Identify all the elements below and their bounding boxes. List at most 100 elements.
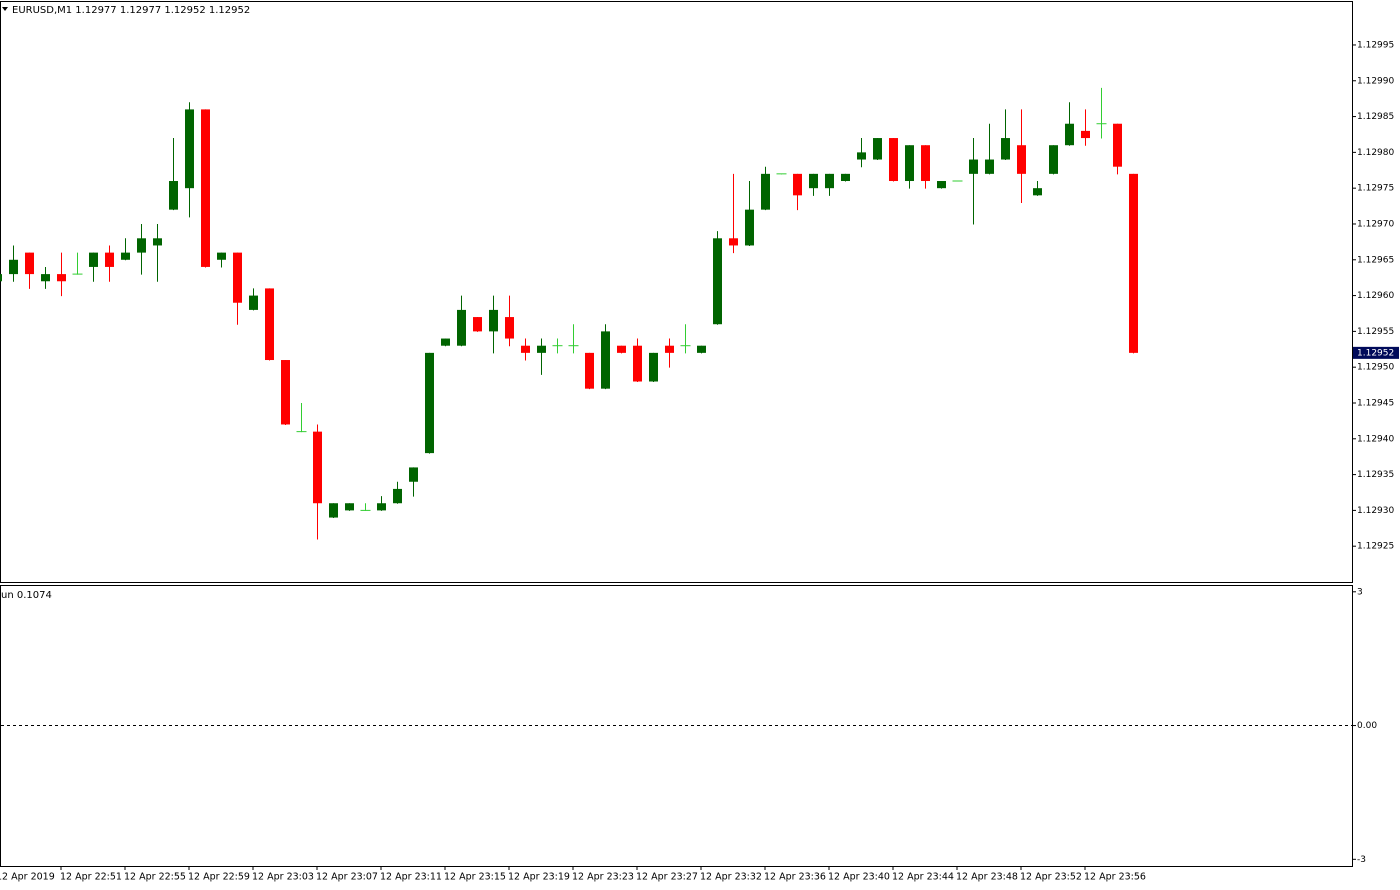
candle-body [761,173,770,210]
candle-body [329,503,338,518]
candle-body [57,274,66,282]
candle-body [729,238,738,246]
candle-body [265,288,274,361]
x-tick-label: 12 Apr 23:23 [572,872,634,883]
candle-body [1017,145,1026,174]
candle-body [1049,145,1058,174]
candle-body [713,238,722,325]
candle-body [441,338,450,346]
x-tick-label: 12 Apr 23:11 [380,872,442,883]
last-price-box [1353,346,1399,359]
x-tick-label: 12 Apr 22:51 [60,872,122,883]
x-tick-label: 12 Apr 23:56 [1084,872,1146,883]
x-tick-label: 12 Apr 22:55 [124,872,186,883]
x-tick-label: 12 Apr 23:32 [700,872,762,883]
y-tick-label: 1.12930 [1357,506,1394,516]
candle-body [537,345,546,353]
y-tick-label: 1.12985 [1357,112,1394,122]
candle-body [905,145,914,182]
candle-body [233,252,242,303]
candle-body [937,181,946,189]
candle-body [201,109,210,267]
candle-body [521,345,530,353]
x-tick-label: 12 Apr 23:52 [1020,872,1082,883]
x-tick-label: 12 Apr 22:59 [188,872,250,883]
x-tick-label: 12 Apr 23:03 [252,872,314,883]
candle-body [409,467,418,482]
candle-body [377,503,386,511]
candle-body [601,331,610,389]
y-tick-label: 1.12925 [1357,542,1394,552]
candle-body [185,109,194,189]
candle-body [585,352,594,389]
candle-body [169,181,178,210]
y-tick-label: 1.12940 [1357,434,1394,444]
candle-body [489,309,498,332]
candle-body [89,252,98,267]
x-tick-label: 12 Apr 23:40 [828,872,890,883]
candle-body [841,173,850,182]
candle-body [425,352,434,454]
x-tick-label: 12 Apr 23:48 [956,872,1018,883]
candle-body [313,431,322,504]
x-tick-label: 12 Apr 23:44 [892,872,954,883]
candle-body [969,159,978,174]
candle-body [457,309,466,346]
candle-body [121,252,130,260]
y-tick-label: 1.12965 [1357,255,1394,265]
candle-body [473,317,482,332]
candle-body [745,209,754,246]
candle-body [921,145,930,182]
y-tick-label: 1.12950 [1357,363,1394,373]
candle-body [217,252,226,260]
y-tick-label: 1.12995 [1357,40,1394,50]
x-tick-label: 12 Apr 23:15 [444,872,506,883]
candle-body [617,345,626,353]
candle-body [825,173,834,189]
symbol-header: EURUSD,M1 1.12977 1.12977 1.12952 1.1295… [12,5,250,16]
candle-body [105,252,114,267]
x-tick-label: 12 Apr 2019 [0,872,55,883]
y-tick-label: 1.12975 [1357,184,1394,194]
y-tick-label: 1.12990 [1357,76,1394,86]
x-tick-label: 12 Apr 23:07 [316,872,378,883]
candle-body [873,138,882,160]
candle-body [649,352,658,382]
y-tick-label: -3 [1357,855,1366,865]
candle-body [809,173,818,189]
y-tick-label: 1.12935 [1357,470,1394,480]
last-price-label: 1.12952 [1357,348,1394,358]
candle-body [1033,188,1042,196]
candle-body [1129,173,1138,353]
x-tick-label: 12 Apr 23:27 [636,872,698,883]
x-tick-label: 12 Apr 23:19 [508,872,570,883]
candle-body [153,238,162,246]
candle-body [793,173,802,196]
candle-body [633,345,642,382]
candle-body [249,295,258,310]
candle-body [1065,123,1074,146]
x-tick-label: 12 Apr 23:36 [764,872,826,883]
y-tick-label: 1.12955 [1357,327,1394,337]
y-tick-label: 1.12945 [1357,398,1394,408]
candle-body [9,259,18,275]
candle-body [697,345,706,353]
candle-body [25,252,34,275]
candle-body [393,488,402,504]
candle-body [281,360,290,425]
candle-body [889,138,898,182]
candle-body [985,159,994,174]
y-tick-label: 0.00 [1357,721,1377,731]
candle-body [1113,123,1122,167]
collapse-arrow[interactable] [2,7,8,11]
candle-body [41,274,50,282]
candle-body [505,317,514,339]
y-tick-label: 1.12980 [1357,148,1394,158]
candle-body [1001,138,1010,160]
candle-body [665,345,674,353]
candle-body [857,152,866,160]
y-tick-label: 1.12970 [1357,219,1394,229]
indicator-header: un 0.1074 [1,590,52,601]
candle-body [1081,130,1090,139]
